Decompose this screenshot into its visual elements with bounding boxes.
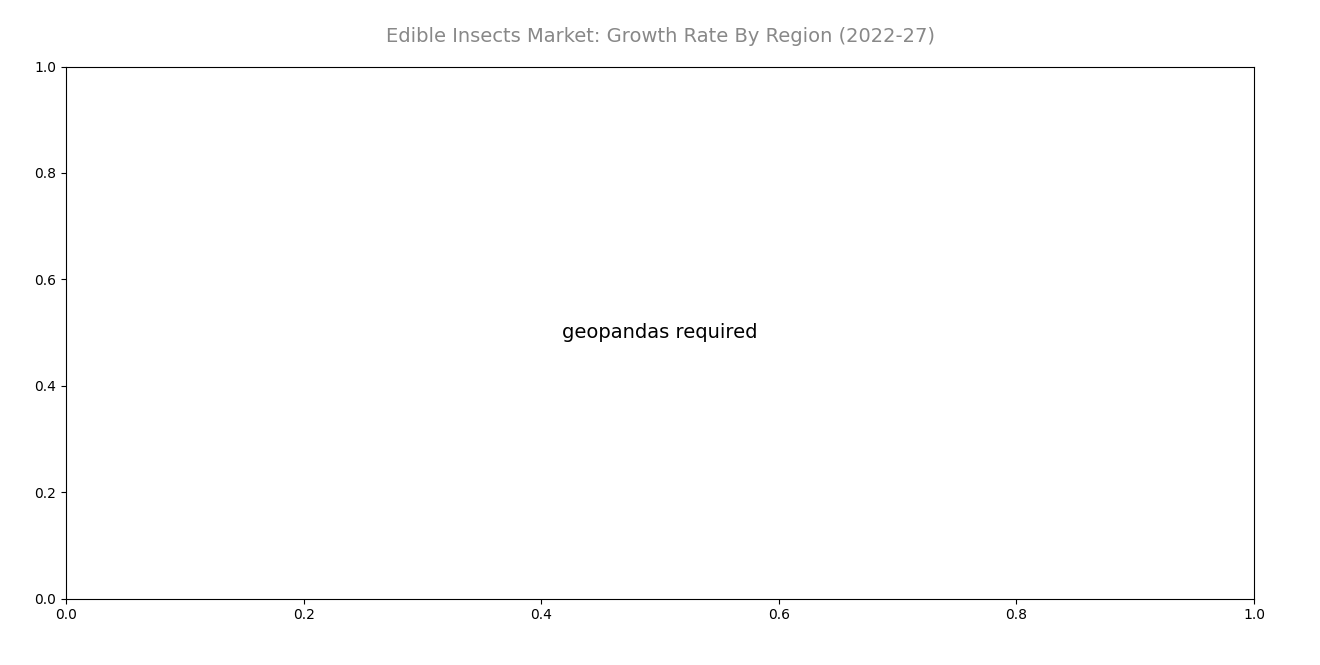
Text: geopandas required: geopandas required (562, 323, 758, 342)
Text: Edible Insects Market: Growth Rate By Region (2022-27): Edible Insects Market: Growth Rate By Re… (385, 27, 935, 46)
